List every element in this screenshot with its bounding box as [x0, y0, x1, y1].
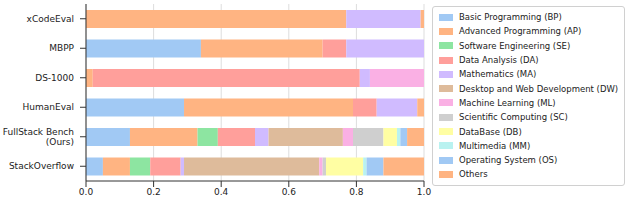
html-text:Advanced Programming (AP): Advanced Programming (AP) [459, 26, 582, 37]
svg-text:MBPP: MBPP [49, 43, 74, 53]
svg-text:HumanEval: HumanEval [23, 102, 75, 112]
html-text:Desktop and Web Development (D: Desktop and Web Development (DW) [459, 83, 619, 94]
svg-text:1.0: 1.0 [417, 187, 432, 197]
svg-text:StackOverflow: StackOverflow [9, 161, 74, 171]
svg-text:0.0: 0.0 [79, 187, 94, 197]
html-text:Basic Programming (BP): Basic Programming (BP) [459, 12, 562, 23]
html-text:Machine Learning (ML): Machine Learning (ML) [459, 97, 556, 108]
html-text:Mathematics (MA): Mathematics (MA) [459, 69, 537, 80]
html-text:DataBase (DB): DataBase (DB) [459, 126, 522, 137]
svg-text:0.8: 0.8 [349, 187, 364, 197]
svg-text:0.6: 0.6 [282, 187, 297, 197]
svg-text:0.2: 0.2 [146, 187, 160, 197]
html-text:Data Analysis (DA): Data Analysis (DA) [459, 55, 539, 65]
svg-text:xCodeEval: xCodeEval [27, 14, 74, 24]
html-text:Scientific Computing (SC): Scientific Computing (SC) [459, 112, 568, 123]
html-text:Software Engineering (SE): Software Engineering (SE) [459, 40, 571, 51]
html-text:Others: Others [459, 169, 488, 180]
html-text:Multimedia (MM): Multimedia (MM) [459, 140, 531, 151]
svg-text:DS-1000: DS-1000 [35, 73, 74, 83]
svg-text:FullStack Bench(Ours): FullStack Bench(Ours) [8, 127, 74, 147]
svg-text:0.4: 0.4 [214, 187, 229, 197]
html-text:Operating System (OS): Operating System (OS) [459, 155, 558, 166]
